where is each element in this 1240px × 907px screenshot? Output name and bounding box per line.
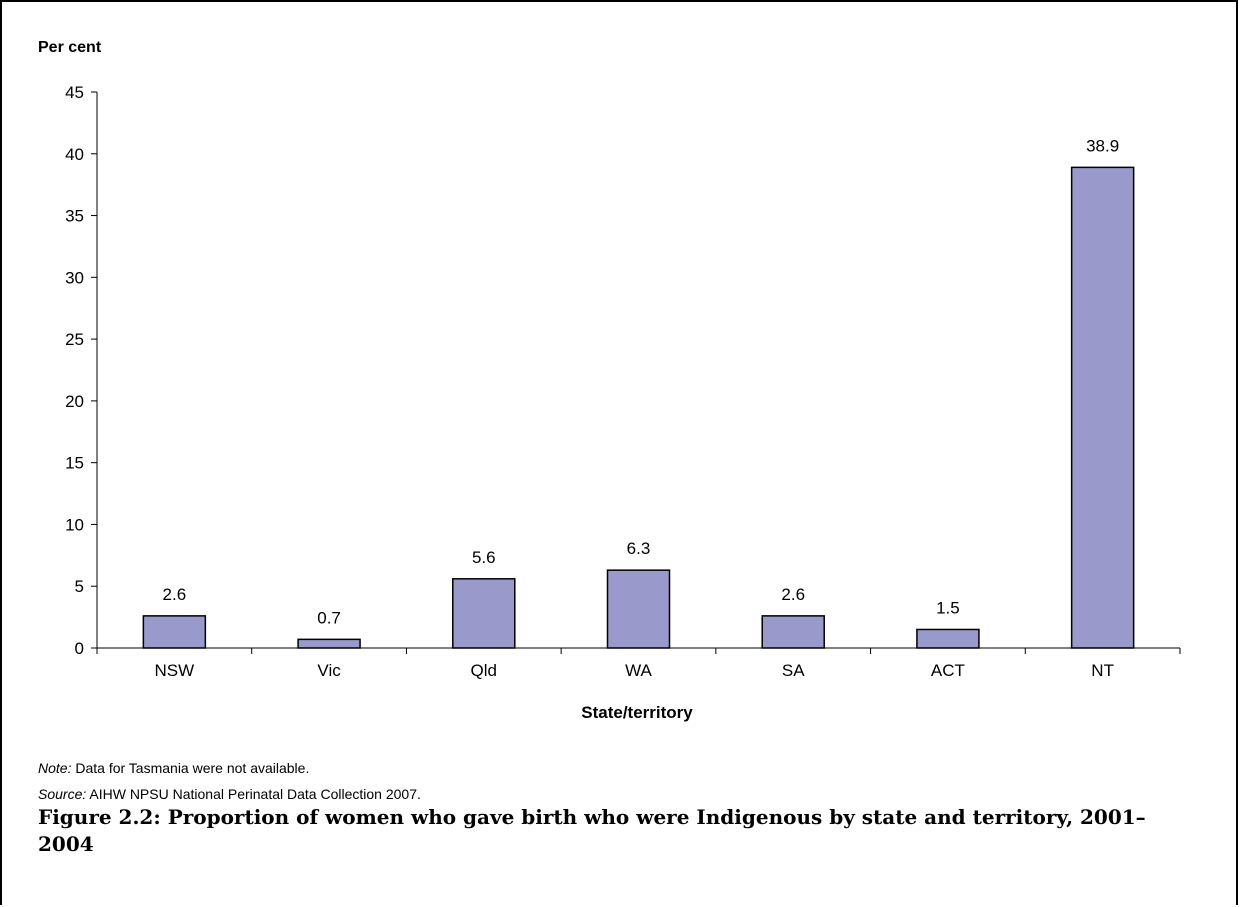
x-tick-label-nsw: NSW (155, 661, 195, 680)
bar-vic (297, 638, 361, 649)
y-tick-label: 15 (65, 454, 84, 473)
y-tick-label: 30 (65, 268, 84, 287)
figure-caption: Figure 2.2: Proportion of women who gave… (38, 805, 1146, 856)
x-tick-label-vic: Vic (317, 661, 341, 680)
data-label-nsw: 2.6 (163, 585, 187, 604)
note-text: Data for Tasmania were not available. (75, 760, 310, 776)
note-label: Note: (38, 760, 72, 776)
bar-act (916, 628, 980, 649)
data-label-vic: 0.7 (317, 608, 341, 627)
y-tick-label: 0 (75, 639, 84, 658)
y-tick-label: 45 (65, 83, 84, 102)
bars: 2.6 0.7 5.6 6.3 2.6 1.5 38.9 (142, 136, 1135, 649)
x-tick-label-nt: NT (1091, 661, 1114, 680)
x-axis-title: State/territory (581, 703, 693, 722)
bar-chart: Per cent 0 5 10 15 20 25 30 35 40 45 NSW Vic Qld WA SA… (38, 39, 1181, 722)
data-label-sa: 2.6 (781, 585, 805, 604)
y-tick-label: 10 (65, 515, 84, 534)
source-text: AIHW NPSU National Perinatal Data Collec… (89, 786, 421, 802)
x-tick-label-sa: SA (782, 661, 805, 680)
bar-qld (452, 578, 516, 649)
data-label-wa: 6.3 (627, 539, 651, 558)
y-tick-label: 35 (65, 207, 84, 226)
x-tick-label-wa: WA (625, 661, 652, 680)
data-label-act: 1.5 (936, 598, 960, 617)
note-line: Note: Data for Tasmania were not availab… (38, 760, 309, 776)
bar-nt (1070, 166, 1135, 649)
data-label-nt: 38.9 (1086, 136, 1119, 155)
bar-nsw (142, 615, 207, 649)
y-tick-label: 40 (65, 145, 84, 164)
data-label-qld: 5.6 (472, 548, 496, 567)
source-line: Source: AIHW NPSU National Perinatal Dat… (38, 786, 421, 802)
y-tick-label: 5 (75, 577, 84, 596)
bar-sa (761, 615, 825, 649)
source-label: Source: (38, 786, 87, 802)
x-tick-label-act: ACT (931, 661, 965, 680)
x-tick-label-qld: Qld (471, 661, 497, 680)
axes: 0 5 10 15 20 25 30 35 40 45 NSW Vic Qld WA SA ACT NT (65, 83, 1181, 680)
y-tick-label: 20 (65, 392, 84, 411)
bar-wa (606, 569, 671, 649)
y-tick-label: 25 (65, 330, 84, 349)
y-axis-title: Per cent (38, 39, 102, 56)
